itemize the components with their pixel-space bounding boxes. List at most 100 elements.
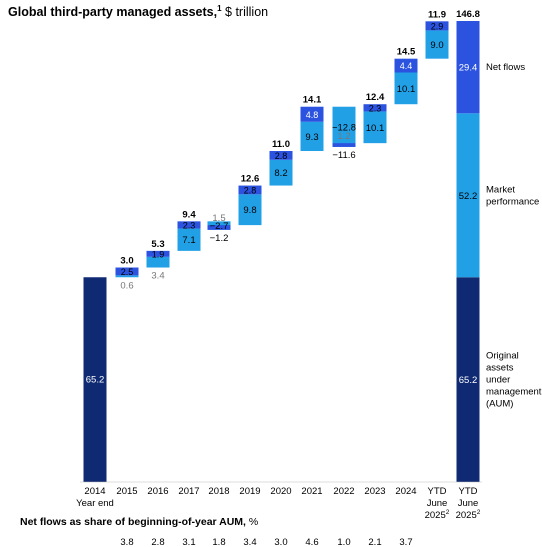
x-tick-label-9-line-0: 2023 [364, 486, 385, 497]
data-label-flows-2022: 1.2 [337, 131, 350, 142]
x-tick-label-12-line-0: YTD [459, 486, 478, 497]
bar-flows-2019 [238, 185, 262, 195]
data-label-market-2018: −2.7 [210, 221, 229, 232]
data-label-flows-2024: 4.4 [400, 61, 413, 71]
bar-flows-2024 [394, 58, 418, 73]
bar-final-aum [456, 277, 480, 482]
data-label-flows-2018: 1.5 [212, 213, 225, 224]
net-flows-share-value-6: 3.0 [274, 537, 287, 547]
bar-market-2019 [238, 194, 262, 226]
data-label-total-2024: 14.5 [397, 47, 416, 58]
bar-flows-2017 [177, 221, 201, 229]
data-label-total-YTD: 11.9 [428, 9, 446, 20]
bar-market-2023 [363, 111, 387, 144]
net-flows-share-value-3: 3.1 [182, 537, 195, 547]
bar-market-2015 [115, 275, 139, 278]
net-flows-share-value-7: 4.6 [305, 537, 318, 547]
data-label-flows-2016: 1.9 [152, 249, 165, 259]
net-flows-share-value-9: 2.1 [368, 537, 381, 547]
data-label-total-2022: −11.6 [332, 150, 355, 161]
data-label-market-2023: 10.1 [366, 123, 385, 134]
x-tick-label-11-line-0: YTD [428, 486, 447, 497]
x-tick-label-5-line-0: 2019 [239, 486, 260, 497]
x-tick-label-10-line-0: 2024 [395, 486, 416, 497]
data-label-total-2015: 3.0 [120, 256, 133, 267]
net-flows-share-value-2: 2.8 [151, 537, 164, 547]
data-label-flows-2020: 2.8 [275, 151, 288, 161]
x-tick-label-0-line-1: Year end [76, 498, 114, 509]
data-label-market-YTD: 9.0 [430, 40, 443, 51]
data-label-total-final: 146.8 [456, 9, 480, 20]
bar-flows-YTD [425, 21, 449, 31]
bar-market-2017 [177, 228, 201, 251]
bar-flows-2016 [146, 250, 170, 257]
x-tick-label-7-line-0: 2021 [301, 486, 322, 497]
legend-aum-line-3: management [486, 387, 542, 398]
x-tick-label-12-line-2: 20252 [456, 509, 481, 521]
legend-aum-line-2: under [486, 375, 510, 386]
x-tick-label-0-line-0: 2014 [84, 486, 105, 497]
bar-flows-2023 [363, 104, 387, 112]
data-label-market-2024: 10.1 [397, 84, 416, 95]
bar-flows-2020 [269, 151, 293, 160]
x-tick-label-1-line-0: 2015 [116, 486, 137, 497]
data-label-total-2018: −1.2 [210, 233, 229, 244]
data-label-final-market: 52.2 [459, 191, 478, 202]
bar-final-market [456, 113, 480, 278]
legend-aum-line-4: (AUM) [486, 399, 513, 410]
data-label-market-2017: 7.1 [182, 235, 195, 246]
data-label-market-2020: 8.2 [274, 168, 287, 179]
bar-flows-2015 [115, 267, 139, 276]
data-label-total-2021: 14.1 [303, 95, 322, 106]
net-flows-share-value-1: 3.8 [120, 537, 133, 547]
x-tick-footnote-12: 2 [477, 509, 481, 516]
net-flows-share-value-4: 1.8 [212, 537, 225, 547]
bar-market-2021 [300, 121, 324, 152]
net-flows-share-label-text: Net flows as share of beginning-of-year … [20, 516, 246, 528]
data-label-total-2019: 12.6 [241, 174, 260, 185]
bar-aum-2014 [83, 277, 107, 482]
legend-market-performance-line-0: Market [486, 184, 515, 195]
data-label-final-aum: 65.2 [459, 375, 478, 386]
x-tick-label-6-line-0: 2020 [270, 486, 291, 497]
bar-flows-2021 [300, 106, 324, 122]
net-flows-share-value-5: 3.4 [243, 537, 256, 547]
data-label-flows-2023: 2.3 [369, 103, 382, 113]
data-label-flows-2017: 2.3 [183, 220, 196, 230]
data-label-total-2020: 11.0 [272, 139, 290, 150]
x-tick-footnote-11: 2 [446, 509, 450, 516]
data-label-aum-2014: 65.2 [86, 375, 105, 386]
data-label-flows-YTD: 2.9 [431, 21, 444, 31]
x-tick-label-12-line-1: June [458, 498, 479, 509]
legend-net-flows-line-0: Net flows [486, 62, 525, 73]
bar-market-YTD [425, 30, 449, 59]
bar-market-2016 [146, 256, 170, 268]
x-tick-label-11-line-1: June [427, 498, 448, 509]
data-label-market-2015: 0.6 [120, 280, 133, 291]
data-label-total-2017: 9.4 [182, 209, 196, 220]
data-label-total-2023: 12.4 [366, 92, 385, 103]
chart-title-footnote: 1 [217, 4, 222, 13]
bar-market-2020 [269, 159, 293, 186]
bar-flows-2022 [332, 143, 356, 147]
net-flows-share-value-8: 1.0 [337, 537, 350, 547]
bar-market-2022 [332, 106, 356, 147]
x-tick-label-3-line-0: 2017 [178, 486, 199, 497]
data-label-final-flows: 29.4 [459, 63, 478, 74]
net-flows-share-label: Net flows as share of beginning-of-year … [20, 516, 258, 528]
legend-market-performance-line-1: performance [486, 196, 539, 207]
data-label-market-2019: 9.8 [243, 205, 256, 216]
bar-final-flows [456, 21, 480, 114]
x-tick-label-4-line-0: 2018 [208, 486, 229, 497]
net-flows-share-label-unit: % [245, 516, 259, 528]
legend-aum-line-1: assets [486, 363, 514, 374]
bar-market-2024 [394, 72, 418, 105]
x-tick-label-2-line-0: 2016 [147, 486, 168, 497]
chart-title-main: Global third-party managed assets, [8, 5, 218, 20]
data-label-market-2022: −12.8 [332, 122, 356, 133]
chart-title-unit: $ trillion [221, 5, 269, 20]
data-label-market-2016: 3.4 [151, 271, 164, 282]
legend-aum-line-0: Original [486, 351, 519, 362]
net-flows-share-value-10: 3.7 [399, 537, 412, 547]
